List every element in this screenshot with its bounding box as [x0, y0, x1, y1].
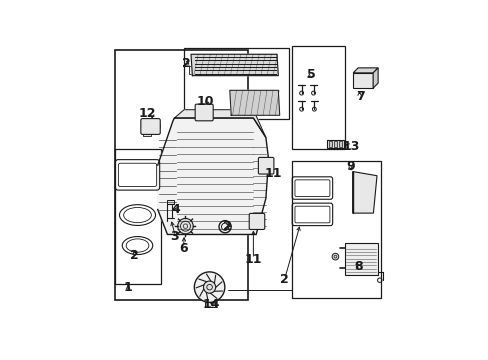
Text: 8: 8	[354, 260, 362, 273]
Circle shape	[331, 253, 338, 260]
Bar	[291, 161, 380, 298]
Polygon shape	[352, 68, 377, 73]
Text: 13: 13	[342, 140, 359, 153]
Circle shape	[151, 122, 160, 131]
Circle shape	[200, 108, 209, 117]
Circle shape	[203, 281, 215, 293]
FancyBboxPatch shape	[258, 157, 273, 174]
Bar	[334, 141, 336, 147]
Polygon shape	[191, 54, 278, 76]
Text: 10: 10	[197, 95, 214, 108]
Text: 11: 11	[244, 253, 262, 266]
Bar	[328, 141, 331, 147]
Bar	[115, 50, 247, 300]
Polygon shape	[158, 118, 268, 234]
Bar	[142, 132, 150, 135]
Text: 7: 7	[355, 90, 364, 103]
Bar	[344, 243, 377, 275]
Bar	[291, 46, 344, 149]
Polygon shape	[229, 90, 279, 115]
Circle shape	[177, 219, 193, 234]
Bar	[352, 73, 372, 88]
Text: 4: 4	[171, 203, 180, 216]
Text: 12: 12	[139, 107, 156, 120]
Text: 6: 6	[179, 242, 187, 255]
Bar	[115, 149, 161, 284]
Bar	[204, 302, 214, 307]
FancyBboxPatch shape	[141, 118, 160, 134]
Text: 14: 14	[202, 298, 220, 311]
Bar	[189, 66, 194, 74]
Circle shape	[262, 161, 270, 170]
Bar	[167, 200, 174, 204]
Text: 2: 2	[182, 57, 190, 69]
Text: 11: 11	[264, 167, 282, 180]
Text: 2: 2	[280, 273, 288, 286]
FancyBboxPatch shape	[195, 104, 213, 121]
Text: 1: 1	[123, 281, 132, 294]
Polygon shape	[352, 172, 376, 213]
Bar	[183, 48, 289, 118]
Text: 9: 9	[346, 160, 355, 173]
Circle shape	[252, 217, 261, 225]
FancyBboxPatch shape	[249, 213, 264, 229]
Text: 2: 2	[222, 220, 231, 233]
Text: 3: 3	[170, 230, 178, 243]
Text: 2: 2	[130, 249, 139, 262]
Polygon shape	[372, 68, 377, 88]
Polygon shape	[174, 110, 265, 138]
Bar	[339, 141, 342, 147]
Text: 5: 5	[306, 68, 315, 81]
Bar	[326, 140, 344, 148]
Circle shape	[194, 272, 224, 302]
